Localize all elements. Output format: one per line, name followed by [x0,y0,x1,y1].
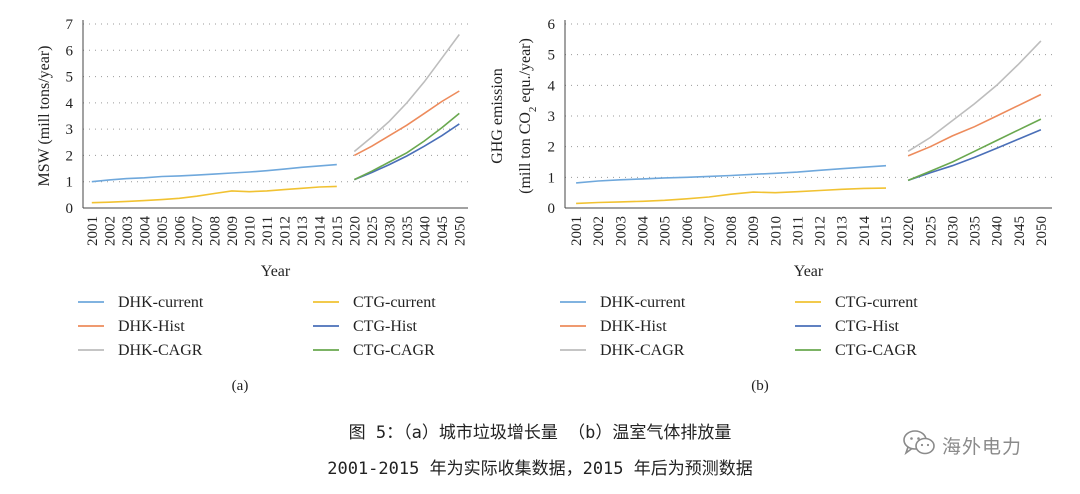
x-tick-label: 2004 [137,216,153,247]
x-tick-label: 2015 [879,216,895,246]
x-tick-label: 2025 [923,216,939,246]
x-tick-label: 2003 [120,216,136,246]
x-tick-label: 2002 [102,216,118,246]
y-axis-label-post: equ./year) [517,38,534,106]
legend-label: DHK-Hist [600,318,667,335]
legend-label: DHK-CAGR [600,342,685,359]
legend-label: DHK-Hist [118,318,185,335]
x-tick-label: 2007 [702,216,718,247]
x-tick-label: 2002 [591,216,607,246]
series-line-dhk-current [576,166,886,183]
y-tick-label: 5 [66,70,74,86]
legend-label: CTG-CAGR [353,342,435,359]
y-tick-label: 7 [66,17,74,33]
x-tick-label: 2045 [1012,216,1028,246]
x-tick-label: 2040 [417,216,433,246]
y-axis-label: MSW (mill tons/year) [36,45,53,186]
x-tick-label: 2025 [365,216,381,246]
x-tick-label: 2015 [330,216,346,246]
x-tick-label: 2035 [400,216,416,246]
y-tick-label: 6 [66,43,74,59]
y-tick-label: 4 [548,78,556,94]
legend-label: CTG-Hist [835,318,900,335]
x-tick-label: 2009 [746,216,762,246]
x-tick-label: 2020 [347,216,363,246]
x-tick-label: 2014 [857,216,873,247]
x-tick-label: 2012 [813,216,829,246]
legend-label: DHK-current [118,294,204,311]
x-tick-label: 2030 [382,216,398,246]
watermark: 海外电力 [902,428,1072,462]
x-tick-label: 2050 [1034,216,1050,246]
y-tick-label: 1 [548,170,556,186]
x-axis-label: Year [794,263,824,280]
legend-label: DHK-current [600,294,686,311]
panel-label: (a) [232,378,249,394]
x-tick-label: 2011 [260,216,276,245]
y-tick-label: 3 [548,109,556,125]
y-tick-label: 4 [66,96,74,112]
x-tick-label: 2005 [658,216,674,246]
x-tick-label: 2013 [295,216,311,246]
y-tick-label: 6 [548,17,556,33]
series-line-dhk-cagr [908,41,1041,151]
legend-label: CTG-Hist [353,318,418,335]
chart-b: 0 1 2 3 4 5 6 2001 2002 2003 2004 2005 2006 2007 2008 2… [489,17,1052,394]
series-line-ctg-current [92,186,337,202]
legend-label: CTG-CAGR [835,342,917,359]
y-tick-label: 2 [548,140,556,156]
x-tick-label: 2013 [835,216,851,246]
x-tick-label: 2050 [452,216,468,246]
x-tick-label: 2010 [242,216,258,246]
x-axis-label: Year [261,263,291,280]
x-tick-label: 2010 [768,216,784,246]
wechat-icon [902,429,936,462]
x-tick-label: 2009 [225,216,241,246]
x-tick-label: 2008 [207,216,223,246]
x-tick-label: 2011 [790,216,806,245]
x-tick-label: 2004 [635,216,651,247]
x-tick-label: 2045 [435,216,451,246]
series-line-dhk-hist [354,91,459,155]
y-tick-label: 3 [66,122,74,138]
x-tick-label: 2003 [613,216,629,246]
x-tick-label: 2001 [85,216,101,246]
y-tick-label: 1 [66,175,74,191]
chart-a: 0 1 2 3 4 5 6 7 2001 2002 2003 2004 2005 2006 2007 2008… [36,17,468,394]
x-tick-label: 2035 [968,216,984,246]
x-tick-label: 2001 [569,216,585,246]
y-axis-label-line1: GHG emission [489,68,506,164]
series-line-ctg-current [576,188,886,203]
x-tick-label: 2020 [901,216,917,246]
x-tick-label: 2006 [680,216,696,247]
x-tick-label: 2012 [277,216,293,246]
y-tick-label: 5 [548,48,556,64]
x-tick-label: 2040 [990,216,1006,246]
series-line-dhk-current [92,165,337,182]
x-tick-label: 2007 [190,216,206,247]
y-axis-label-line2: (mill ton CO2 equ./year) [517,38,539,194]
x-tick-label: 2008 [724,216,740,246]
legend-label: CTG-current [353,294,436,311]
panel-label: (b) [751,378,769,394]
x-tick-label: 2014 [312,216,328,247]
x-tick-label: 2005 [155,216,171,246]
series-line-ctg-cagr [908,119,1041,180]
x-tick-label: 2006 [172,216,188,247]
legend-label: CTG-current [835,294,918,311]
y-tick-label: 2 [66,148,74,164]
x-tick-label: 2030 [945,216,961,246]
watermark-text: 海外电力 [942,432,1022,459]
y-axis-label-pre: (mill ton CO [517,112,534,194]
y-tick-label: 0 [548,201,556,217]
y-tick-label: 0 [66,201,74,217]
legend-label: DHK-CAGR [118,342,203,359]
